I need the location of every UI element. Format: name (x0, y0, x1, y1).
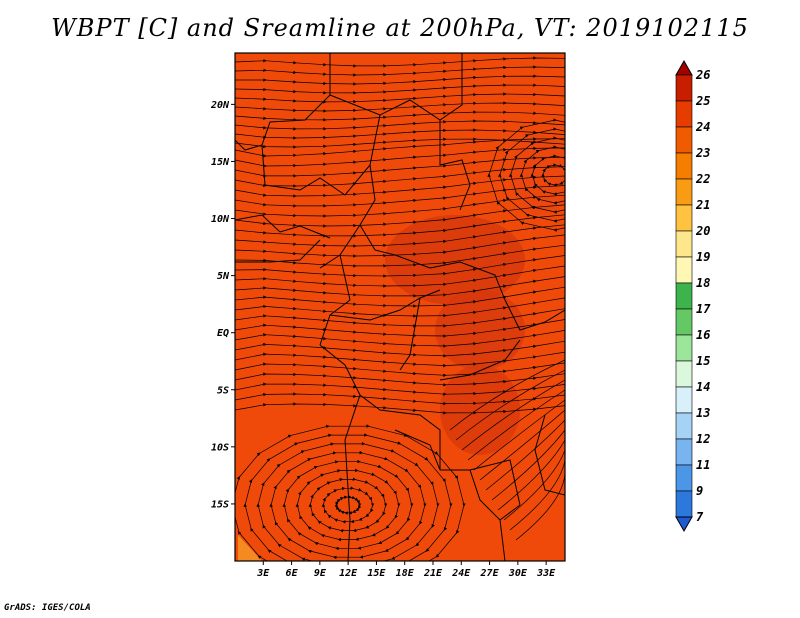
streamline (461, 379, 565, 451)
colorbar-label: 16 (696, 328, 710, 342)
colorbar-label: 9 (696, 484, 703, 498)
colorbar-label: 13 (696, 406, 710, 420)
streamline (235, 426, 465, 561)
lon-tick-label: 27E (480, 568, 500, 579)
lon-tick-label: 24E (451, 568, 471, 579)
lon-tick-label: 9E (314, 568, 327, 579)
colorbar-swatch (675, 126, 693, 154)
streamline (235, 65, 565, 77)
colorbar-label: 7 (696, 510, 704, 524)
streamline (235, 83, 565, 95)
figure-title: WBPT [C] and Sreamline at 200hPa, VT: 20… (51, 14, 749, 42)
colorbar-swatch (675, 256, 693, 284)
streamline (489, 120, 565, 230)
streamlines (235, 56, 565, 561)
colorbar: 26 25 24 23 22 21 20 19 18 17 16 15 14 13 12 11 9 7 (675, 59, 711, 533)
lon-tick-label: 18E (396, 568, 415, 579)
lon-tick-label: 6E (286, 568, 299, 579)
streamline (235, 92, 565, 104)
lat-tick-label: 20N (210, 100, 230, 111)
map-frame (234, 52, 566, 562)
colorbar-swatch (675, 230, 693, 258)
streamline (479, 409, 565, 481)
latitude-axis: 20N 15N 10N 5N EQ 5S 10S 15S (210, 100, 235, 510)
lat-tick-label: 15S (211, 499, 229, 510)
colorbar-label: 12 (696, 432, 710, 446)
colorbar-swatch (675, 178, 693, 206)
streamline (455, 369, 565, 441)
longitude-axis: 3E 6E 9E 12E 15E 18E 21E 24E 27E 30E 33E (256, 561, 556, 579)
colorbar-label: 24 (695, 120, 710, 134)
colorbar-label: 17 (696, 302, 711, 316)
colorbar-swatch (675, 386, 693, 414)
colorbar-swatch (675, 490, 693, 518)
colorbar-swatch (675, 334, 693, 362)
grads-credit: GrADS: IGES/COLA (4, 603, 91, 613)
streamline (235, 74, 565, 86)
colorbar-label: 20 (695, 224, 710, 238)
colorbar-label: 21 (695, 198, 710, 212)
colorbar-swatch (675, 100, 693, 128)
colorbar-label: 26 (695, 68, 710, 82)
colorbar-label: 11 (696, 458, 710, 472)
lat-tick-label: EQ (217, 328, 229, 339)
streamline (235, 372, 565, 387)
lon-tick-label: 33E (536, 568, 556, 579)
colorbar-label: 18 (696, 276, 710, 290)
colorbar-swatch (675, 282, 693, 310)
streamline (449, 359, 565, 431)
streamline (497, 439, 565, 511)
colorbar-label: 25 (695, 94, 710, 108)
lat-tick-label: 5S (217, 385, 229, 396)
colorbar-swatch (675, 464, 693, 492)
lat-tick-label: 15N (211, 157, 230, 168)
colorbar-label: 14 (696, 380, 710, 394)
colorbar-swatch (675, 412, 693, 440)
streamline (235, 101, 565, 113)
colorbar-label: 15 (696, 354, 710, 368)
streamline (491, 429, 565, 501)
lat-tick-label: 10N (211, 214, 230, 225)
colorbar-label: 19 (696, 250, 710, 264)
colorbar-swatch (675, 438, 693, 466)
lat-tick-label: 5N (217, 271, 230, 282)
colorbar-swatch (675, 152, 693, 180)
colorbar-swatch (675, 74, 693, 102)
lon-tick-label: 12E (339, 568, 358, 579)
colorbar-label: 23 (695, 146, 710, 160)
colorbar-swatch (675, 360, 693, 388)
colorbar-top-triangle (675, 59, 693, 76)
country-borders (235, 53, 565, 561)
streamline (235, 382, 565, 396)
streamline (509, 459, 565, 531)
streamline (235, 402, 565, 415)
colorbar-swatch (675, 308, 693, 336)
lon-tick-label: 21E (423, 568, 443, 579)
colorbar-bottom-triangle (675, 516, 693, 533)
streamline (503, 449, 565, 521)
colorbar-label: 22 (695, 172, 710, 186)
streamline (467, 389, 565, 461)
lat-tick-label: 10S (211, 442, 229, 453)
colorbar-swatch (675, 204, 693, 232)
streamline (473, 399, 565, 471)
lon-tick-label: 15E (367, 568, 386, 579)
streamline (485, 419, 565, 491)
lon-tick-label: 3E (256, 568, 270, 579)
lon-tick-label: 30E (508, 568, 528, 579)
